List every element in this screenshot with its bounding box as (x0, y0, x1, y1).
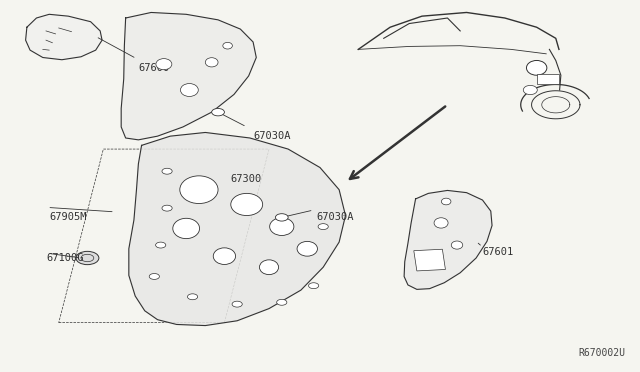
Ellipse shape (180, 84, 198, 96)
Ellipse shape (180, 176, 218, 203)
Circle shape (212, 109, 225, 116)
Circle shape (232, 301, 243, 307)
Ellipse shape (156, 59, 172, 70)
Ellipse shape (213, 248, 236, 264)
Ellipse shape (231, 193, 262, 215)
Ellipse shape (297, 241, 317, 256)
Text: 67905M: 67905M (49, 212, 86, 222)
Circle shape (188, 294, 198, 300)
Polygon shape (129, 132, 346, 326)
Circle shape (318, 224, 328, 230)
Polygon shape (121, 13, 256, 140)
Text: 67100G: 67100G (46, 253, 83, 263)
Circle shape (156, 242, 166, 248)
Circle shape (276, 299, 287, 305)
Ellipse shape (223, 42, 232, 49)
Text: 67030A: 67030A (317, 212, 355, 222)
Circle shape (149, 273, 159, 279)
Ellipse shape (434, 218, 448, 228)
Text: 67600: 67600 (138, 63, 170, 73)
Circle shape (76, 251, 99, 264)
Ellipse shape (259, 260, 278, 275)
Text: R670002U: R670002U (579, 348, 626, 358)
Bar (414, 249, 445, 271)
Bar (537, 74, 559, 84)
Ellipse shape (527, 61, 547, 75)
Text: 67601: 67601 (483, 247, 514, 257)
Text: 67030A: 67030A (253, 131, 291, 141)
Ellipse shape (451, 241, 463, 249)
Circle shape (162, 168, 172, 174)
Polygon shape (26, 14, 102, 60)
Ellipse shape (173, 218, 200, 238)
Ellipse shape (205, 58, 218, 67)
Ellipse shape (524, 86, 538, 94)
Ellipse shape (269, 218, 294, 235)
Ellipse shape (442, 198, 451, 205)
Text: 67300: 67300 (231, 174, 262, 184)
Circle shape (162, 205, 172, 211)
Circle shape (308, 283, 319, 289)
Polygon shape (404, 190, 492, 289)
Circle shape (275, 214, 288, 221)
